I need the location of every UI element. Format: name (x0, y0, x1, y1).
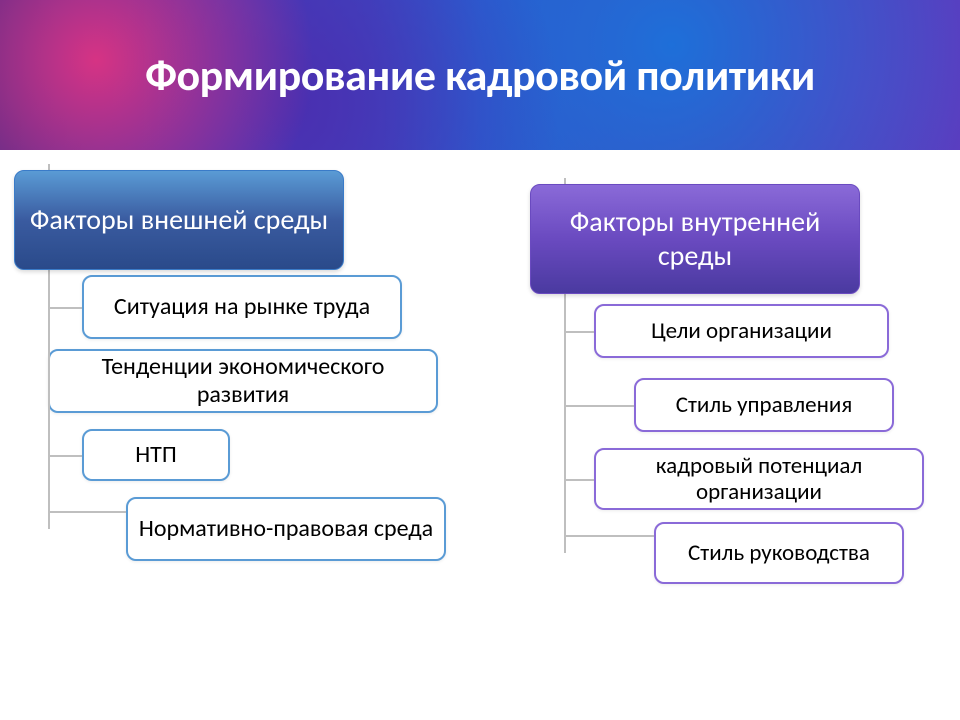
connector (564, 516, 566, 553)
left-item: Ситуация на рынке труда (82, 275, 402, 339)
external-header-label: Факторы внешней среды (30, 203, 328, 237)
item-row: Тенденции экономического развития (14, 344, 464, 418)
item-label: кадровый потенциал организации (604, 453, 914, 506)
left-item: Нормативно-правовая среда (126, 497, 446, 561)
connector (564, 294, 566, 368)
connector (564, 442, 566, 516)
external-header: Факторы внешней среды (14, 170, 344, 270)
item-row: кадровый потенциал организации (516, 442, 946, 516)
item-label: Ситуация на рынке труда (114, 293, 370, 321)
columns: Факторы внешней среды Ситуация на рынке … (0, 150, 960, 590)
item-label: Стиль управления (676, 392, 852, 418)
right-item: Цели организации (594, 304, 889, 358)
external-items: Ситуация на рынке труда Тенденции экономи… (14, 270, 464, 566)
title-banner: Формирование кадровой политики (0, 0, 960, 150)
item-label: НТП (135, 441, 177, 469)
left-item: НТП (82, 429, 230, 481)
left-item: Тенденции экономического развития (48, 349, 438, 413)
item-label: Нормативно-правовая среда (139, 515, 433, 543)
connector (48, 344, 50, 418)
connector-h (564, 479, 594, 481)
right-item: Стиль управления (634, 378, 894, 432)
page-title: Формирование кадровой политики (125, 50, 835, 101)
connector-h (48, 511, 126, 513)
item-row: НТП (14, 418, 464, 492)
item-row: Стиль руководства (516, 516, 946, 590)
connector (564, 368, 566, 442)
connector (48, 270, 50, 344)
connector (48, 492, 50, 529)
item-row: Стиль управления (516, 368, 946, 442)
item-label: Стиль руководства (688, 540, 870, 566)
connector-h (48, 455, 82, 457)
connector-h (564, 535, 654, 537)
column-internal: Факторы внутренней среды Цели организаци… (516, 184, 946, 590)
column-external: Факторы внешней среды Ситуация на рынке … (14, 170, 464, 590)
item-label: Тенденции экономического развития (58, 353, 428, 408)
connector (48, 418, 50, 492)
item-row: Ситуация на рынке труда (14, 270, 464, 344)
item-row: Цели организации (516, 294, 946, 368)
internal-header-label: Факторы внутренней среды (531, 205, 859, 272)
connector-h (564, 331, 594, 333)
item-row: Нормативно-правовая среда (14, 492, 464, 566)
connector-h (48, 307, 82, 309)
connector-h (564, 405, 634, 407)
internal-header: Факторы внутренней среды (530, 184, 860, 294)
item-label: Цели организации (651, 318, 832, 344)
right-item: Стиль руководства (654, 522, 904, 584)
internal-items: Цели организации Стиль управления кадровый… (516, 294, 946, 590)
right-item: кадровый потенциал организации (594, 448, 924, 510)
